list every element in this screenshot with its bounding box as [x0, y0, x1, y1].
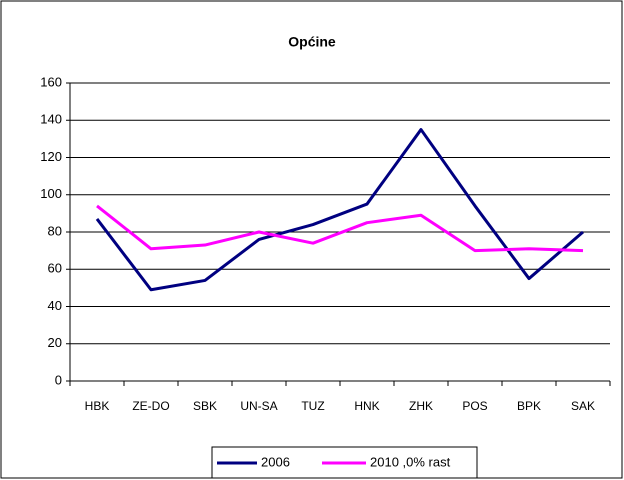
x-tick-label: UN-SA	[240, 399, 277, 413]
x-tick-label: SBK	[193, 399, 217, 413]
x-tick-label: TUZ	[301, 399, 324, 413]
x-tick-label: ZHK	[409, 399, 433, 413]
y-tick-label: 20	[48, 335, 62, 350]
x-tick-label: HNK	[354, 399, 379, 413]
line-series	[96, 204, 584, 253]
y-tick-label: 40	[48, 298, 62, 313]
y-tick-label: 160	[40, 74, 62, 89]
x-tick-label: BPK	[517, 399, 541, 413]
x-tick-label: POS	[462, 399, 487, 413]
y-tick-label: 0	[55, 372, 62, 387]
legend-label: 2010 ,0% rast	[370, 454, 451, 469]
x-tick-label: ZE-DO	[132, 399, 169, 413]
y-tick-label: 60	[48, 261, 62, 276]
chart-title: Općine	[288, 34, 336, 50]
x-tick-label: HBK	[85, 399, 110, 413]
legend-label: 2006	[261, 454, 290, 469]
y-tick-label: 140	[40, 112, 62, 127]
y-tick-label: 100	[40, 186, 62, 201]
line-series	[95, 128, 584, 292]
y-tick-label: 120	[40, 149, 62, 164]
y-tick-label: 80	[48, 223, 62, 238]
x-tick-label: SAK	[571, 399, 595, 413]
